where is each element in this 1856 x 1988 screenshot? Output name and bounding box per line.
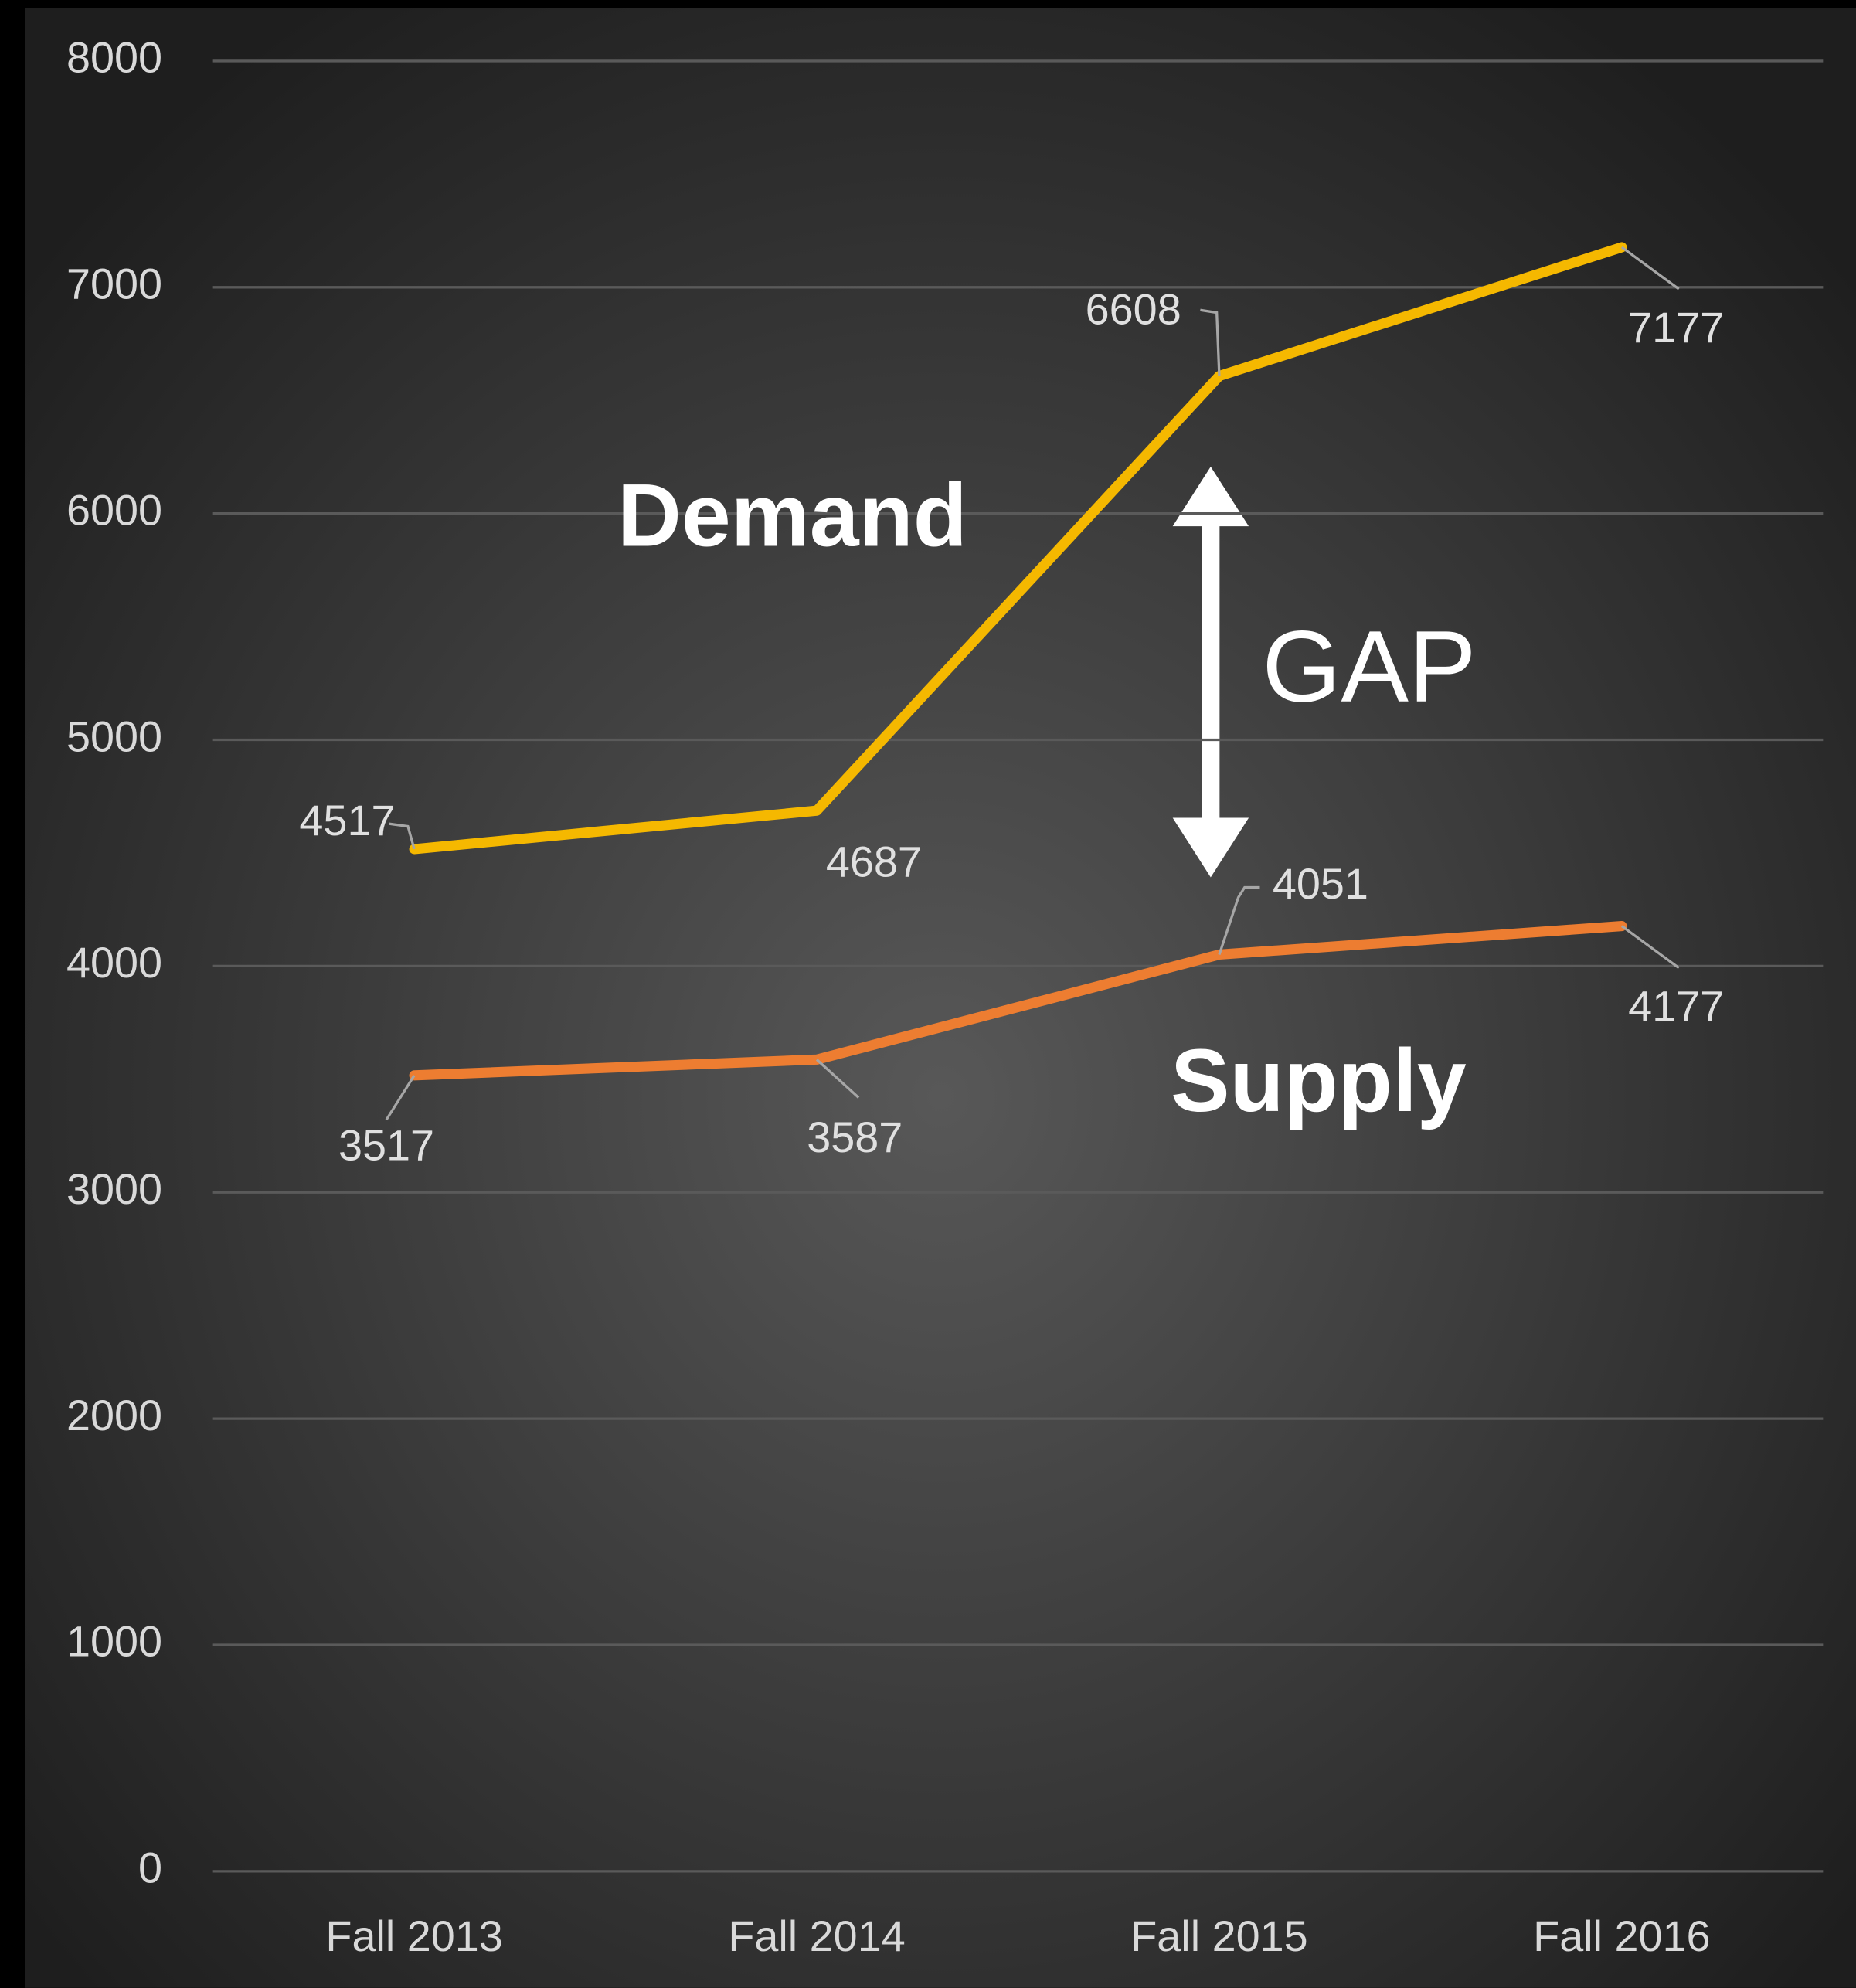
y-tick-label: 7000 (66, 260, 162, 308)
leader-line (385, 1074, 416, 1121)
line (409, 921, 1627, 1081)
x-tick-label: Fall 2013 (325, 1912, 502, 1960)
data-label: 4177 (1628, 983, 1724, 1031)
y-tick-label: 4000 (66, 939, 162, 987)
y-tick-label: 0 (138, 1844, 162, 1892)
gap-arrow (1172, 466, 1249, 878)
data-label: 6608 (1086, 285, 1181, 333)
y-tick-label: 6000 (66, 486, 162, 534)
y-tick-label: 2000 (66, 1392, 162, 1439)
leader-line (1200, 308, 1221, 376)
data-label: 7177 (1628, 304, 1724, 352)
data-label: 3517 (338, 1122, 434, 1170)
leader-line (1218, 885, 1260, 955)
leader-line (1620, 925, 1680, 970)
series-label: Supply (1171, 1031, 1467, 1130)
leader-line (815, 1059, 860, 1099)
series-label: Demand (617, 466, 967, 565)
y-tick-label: 5000 (66, 712, 162, 760)
line (409, 242, 1627, 855)
x-tick-label: Fall 2015 (1130, 1912, 1307, 1960)
plot-background (25, 8, 1856, 1988)
data-label: 4517 (299, 797, 395, 844)
data-label: 4687 (826, 838, 922, 885)
leader-line (1620, 246, 1680, 291)
y-tick-label: 3000 (66, 1165, 162, 1213)
annotation: GAP (1262, 610, 1476, 723)
leader-line (389, 822, 416, 850)
x-tick-label: Fall 2014 (728, 1912, 905, 1960)
y-tick-label: 1000 (66, 1618, 162, 1666)
x-tick-label: Fall 2016 (1533, 1912, 1710, 1960)
data-label: 3587 (807, 1113, 903, 1161)
y-tick-label: 8000 (66, 34, 162, 82)
data-label: 4051 (1273, 860, 1368, 908)
